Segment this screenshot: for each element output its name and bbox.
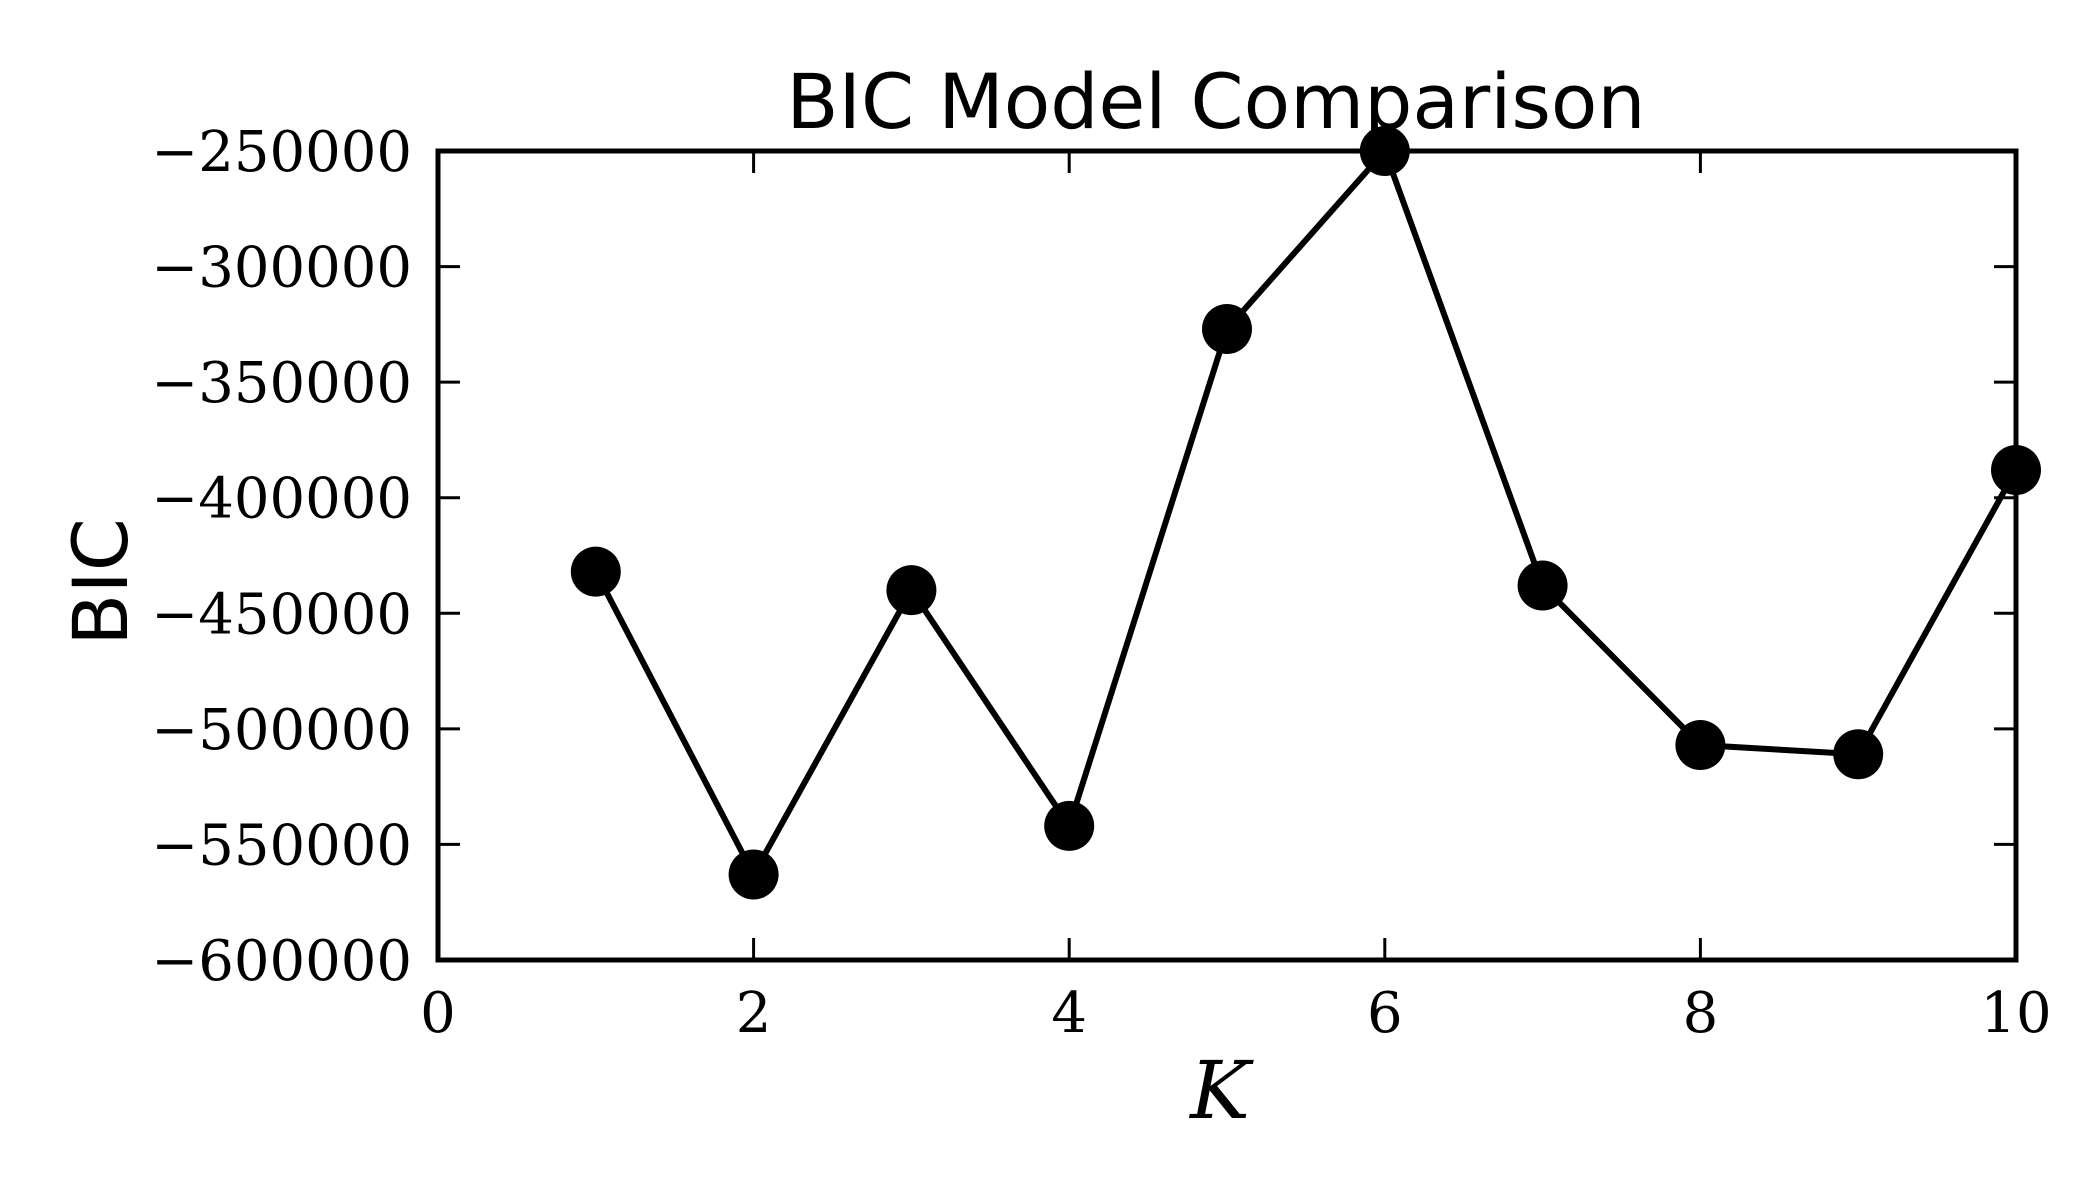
data-point-marker: [1044, 800, 1095, 851]
data-point-marker: [1517, 560, 1568, 611]
x-tick-label: 4: [1051, 981, 1087, 1046]
plot-area-frame: [435, 148, 2019, 963]
data-series: [570, 126, 2041, 900]
series-line: [593, 145, 2019, 881]
chart-title: BIC Model Comparison: [786, 57, 1645, 146]
y-tick-label: −350000: [151, 351, 412, 416]
x-tick-label: 6: [1367, 981, 1403, 1046]
y-tick-label: −300000: [151, 236, 412, 301]
x-tick-label: 8: [1683, 981, 1719, 1046]
data-point-marker: [728, 849, 779, 900]
x-tick-label: 10: [1980, 981, 2051, 1046]
tick-labels: 0 2 4 6 8 10 −250000 −300000 −350000 −400000 −4500…: [151, 120, 2051, 1046]
x-axis-label: K: [1188, 1044, 1254, 1137]
y-tick-label: −450000: [151, 582, 412, 647]
data-point-marker: [570, 546, 621, 597]
tick-marks: [436, 149, 2018, 962]
data-point-marker: [886, 565, 937, 616]
y-tick-label: −600000: [151, 929, 412, 994]
data-point-marker: [1675, 720, 1726, 771]
x-tick-label: 2: [736, 981, 772, 1046]
x-tick-label: 0: [420, 981, 456, 1046]
y-tick-label: −500000: [151, 698, 412, 763]
y-tick-label: −550000: [151, 813, 412, 878]
y-tick-label: −400000: [151, 467, 412, 532]
data-point-marker: [1833, 729, 1884, 780]
y-tick-label: −250000: [151, 120, 412, 185]
data-point-marker: [1202, 303, 1252, 354]
y-axis-label: BIC: [56, 518, 145, 646]
